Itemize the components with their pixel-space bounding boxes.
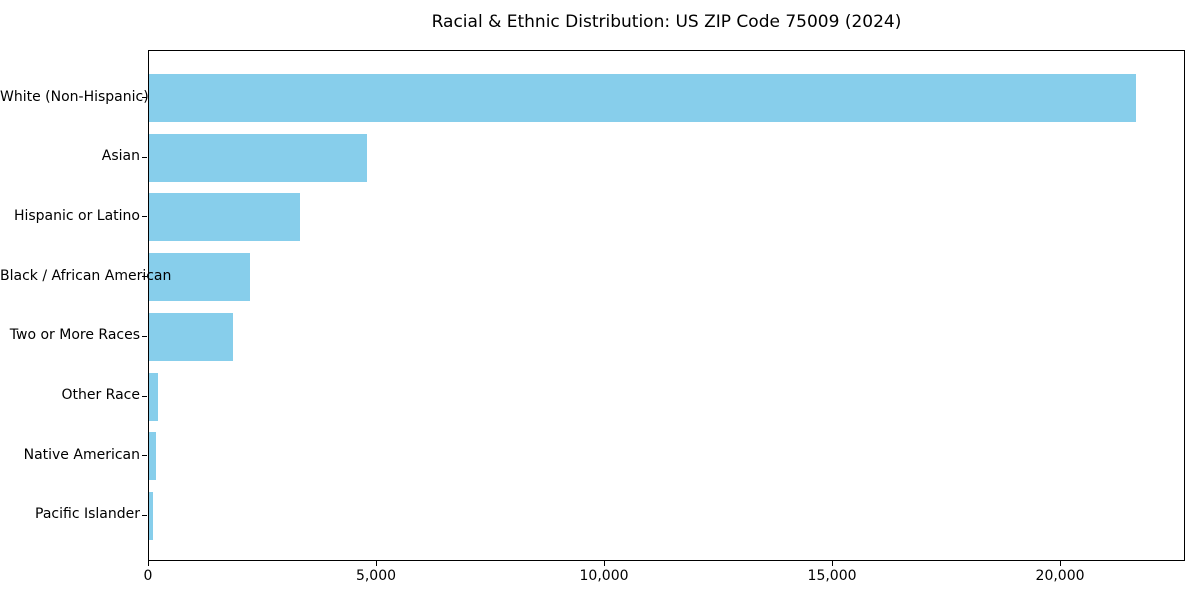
y-axis-tick <box>142 395 147 397</box>
x-axis-tick <box>1060 561 1062 566</box>
y-axis-tick <box>142 216 147 218</box>
y-axis-tick <box>142 276 147 278</box>
y-axis-label: White (Non-Hispanic) <box>0 88 149 105</box>
y-axis-label: Two or More Races <box>9 327 140 344</box>
x-axis-tick <box>148 561 149 566</box>
plot-area <box>148 50 1185 561</box>
y-axis-label: Black / African American <box>0 267 172 284</box>
y-axis-tick <box>142 455 147 457</box>
bar-two-or-more-races <box>149 312 233 361</box>
y-axis-tick <box>142 335 147 337</box>
bar-asian <box>149 133 368 182</box>
x-axis-label: 0 <box>143 568 153 584</box>
bar-white-non-hispanic <box>149 74 1136 122</box>
y-axis-label: Other Race <box>61 387 140 404</box>
x-axis-label: 15,000 <box>807 568 857 584</box>
x-axis-tick <box>376 561 377 566</box>
x-axis-label: 5,000 <box>355 568 397 584</box>
y-axis-tick <box>142 156 147 158</box>
x-axis-label: 20,000 <box>1035 568 1085 584</box>
x-axis-label: 10,000 <box>579 568 629 584</box>
x-axis-tick <box>832 561 834 566</box>
bar-black-african-american <box>149 253 250 302</box>
bar-hispanic-or-latino <box>149 193 300 242</box>
y-axis-label: Pacific Islander <box>35 506 140 523</box>
y-axis-tick <box>142 97 147 98</box>
bar-pacific-islander <box>149 491 154 540</box>
y-axis-label: Native American <box>23 446 140 463</box>
bar-other-race <box>149 372 159 421</box>
y-axis-tick <box>142 514 147 516</box>
x-axis-tick <box>604 561 606 566</box>
y-axis-label: Hispanic or Latino <box>13 207 140 224</box>
y-axis-label: Asian <box>101 148 140 165</box>
chart-title: Racial & Ethnic Distribution: US ZIP Cod… <box>431 12 902 32</box>
bar-native-american <box>149 432 157 481</box>
